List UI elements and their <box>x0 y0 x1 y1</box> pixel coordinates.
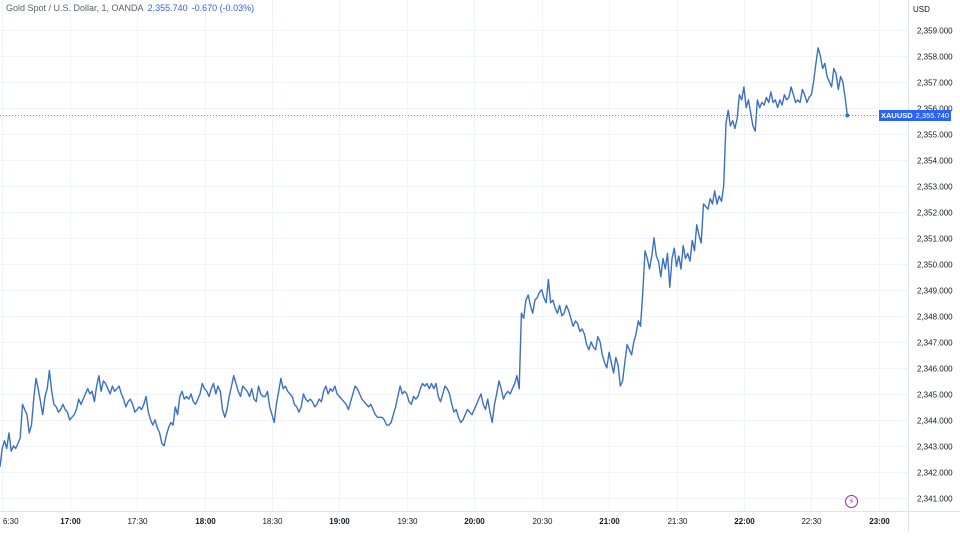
x-tick-label: 23:00 <box>869 517 890 526</box>
x-tick-label: 21:00 <box>599 517 620 526</box>
y-tick-label: 2,353.000 <box>917 183 953 192</box>
x-tick-label: 17:30 <box>127 517 148 526</box>
last-price-point <box>845 113 850 118</box>
price-series <box>0 47 908 467</box>
y-tick-label: 2,352.000 <box>917 209 953 218</box>
price-line[interactable] <box>0 47 848 467</box>
y-tick-label: 2,344.000 <box>917 417 953 426</box>
x-tick-label: 20:00 <box>464 517 485 526</box>
y-tick-label: 2,343.000 <box>917 443 953 452</box>
x-tick-label: 21:30 <box>667 517 688 526</box>
y-tick-label: 2,347.000 <box>917 339 953 348</box>
y-tick-label: 2,350.000 <box>917 261 953 270</box>
y-tick-label: 2,355.000 <box>917 131 953 140</box>
price-badge-symbol: XAUUSD <box>881 111 913 120</box>
current-price-badge: XAUUSD 2,355.740 <box>879 110 952 121</box>
instrument-title[interactable]: Gold Spot / U.S. Dollar, 1, OANDA <box>6 3 144 13</box>
y-tick-label: 2,346.000 <box>917 365 953 374</box>
lightning-icon[interactable]: ⚡︎ <box>845 495 858 508</box>
y-tick-label: 2,358.000 <box>917 53 953 62</box>
x-tick-label: 19:30 <box>397 517 418 526</box>
price-change: -0.670 (-0.03%) <box>191 3 255 13</box>
y-tick-label: 2,341.000 <box>917 495 953 504</box>
price-badge-value: 2,355.740 <box>915 111 950 120</box>
currency-label[interactable]: USD <box>913 5 930 14</box>
y-tick-label: 2,359.000 <box>917 27 953 36</box>
x-tick-label: 22:00 <box>734 517 755 526</box>
chart-legend: Gold Spot / U.S. Dollar, 1, OANDA 2,355.… <box>6 3 254 13</box>
x-tick-label: 19:00 <box>329 517 350 526</box>
x-tick-label: 17:00 <box>60 517 81 526</box>
x-tick-label: 22:30 <box>801 517 822 526</box>
y-tick-label: 2,356.000 <box>917 105 953 114</box>
y-tick-label: 2,349.000 <box>917 287 953 296</box>
y-tick-label: 2,354.000 <box>917 157 953 166</box>
time-axis: 6:30 17:00 17:30 18:00 18:30 19:00 19:30 20:00 2… <box>3 517 890 526</box>
y-tick-label: 2,345.000 <box>917 391 953 400</box>
x-tick-label: 6:30 <box>3 517 19 526</box>
price-axis: 2,341.000 2,342.000 2,343.000 2,344.000 2,34… <box>917 27 953 504</box>
y-tick-label: 2,348.000 <box>917 313 953 322</box>
x-tick-label: 20:30 <box>532 517 553 526</box>
y-tick-label: 2,351.000 <box>917 235 953 244</box>
x-tick-label: 18:30 <box>262 517 283 526</box>
y-tick-label: 2,342.000 <box>917 469 953 478</box>
x-tick-label: 18:00 <box>195 517 216 526</box>
last-price: 2,355.740 <box>147 3 188 13</box>
y-tick-label: 2,357.000 <box>917 79 953 88</box>
